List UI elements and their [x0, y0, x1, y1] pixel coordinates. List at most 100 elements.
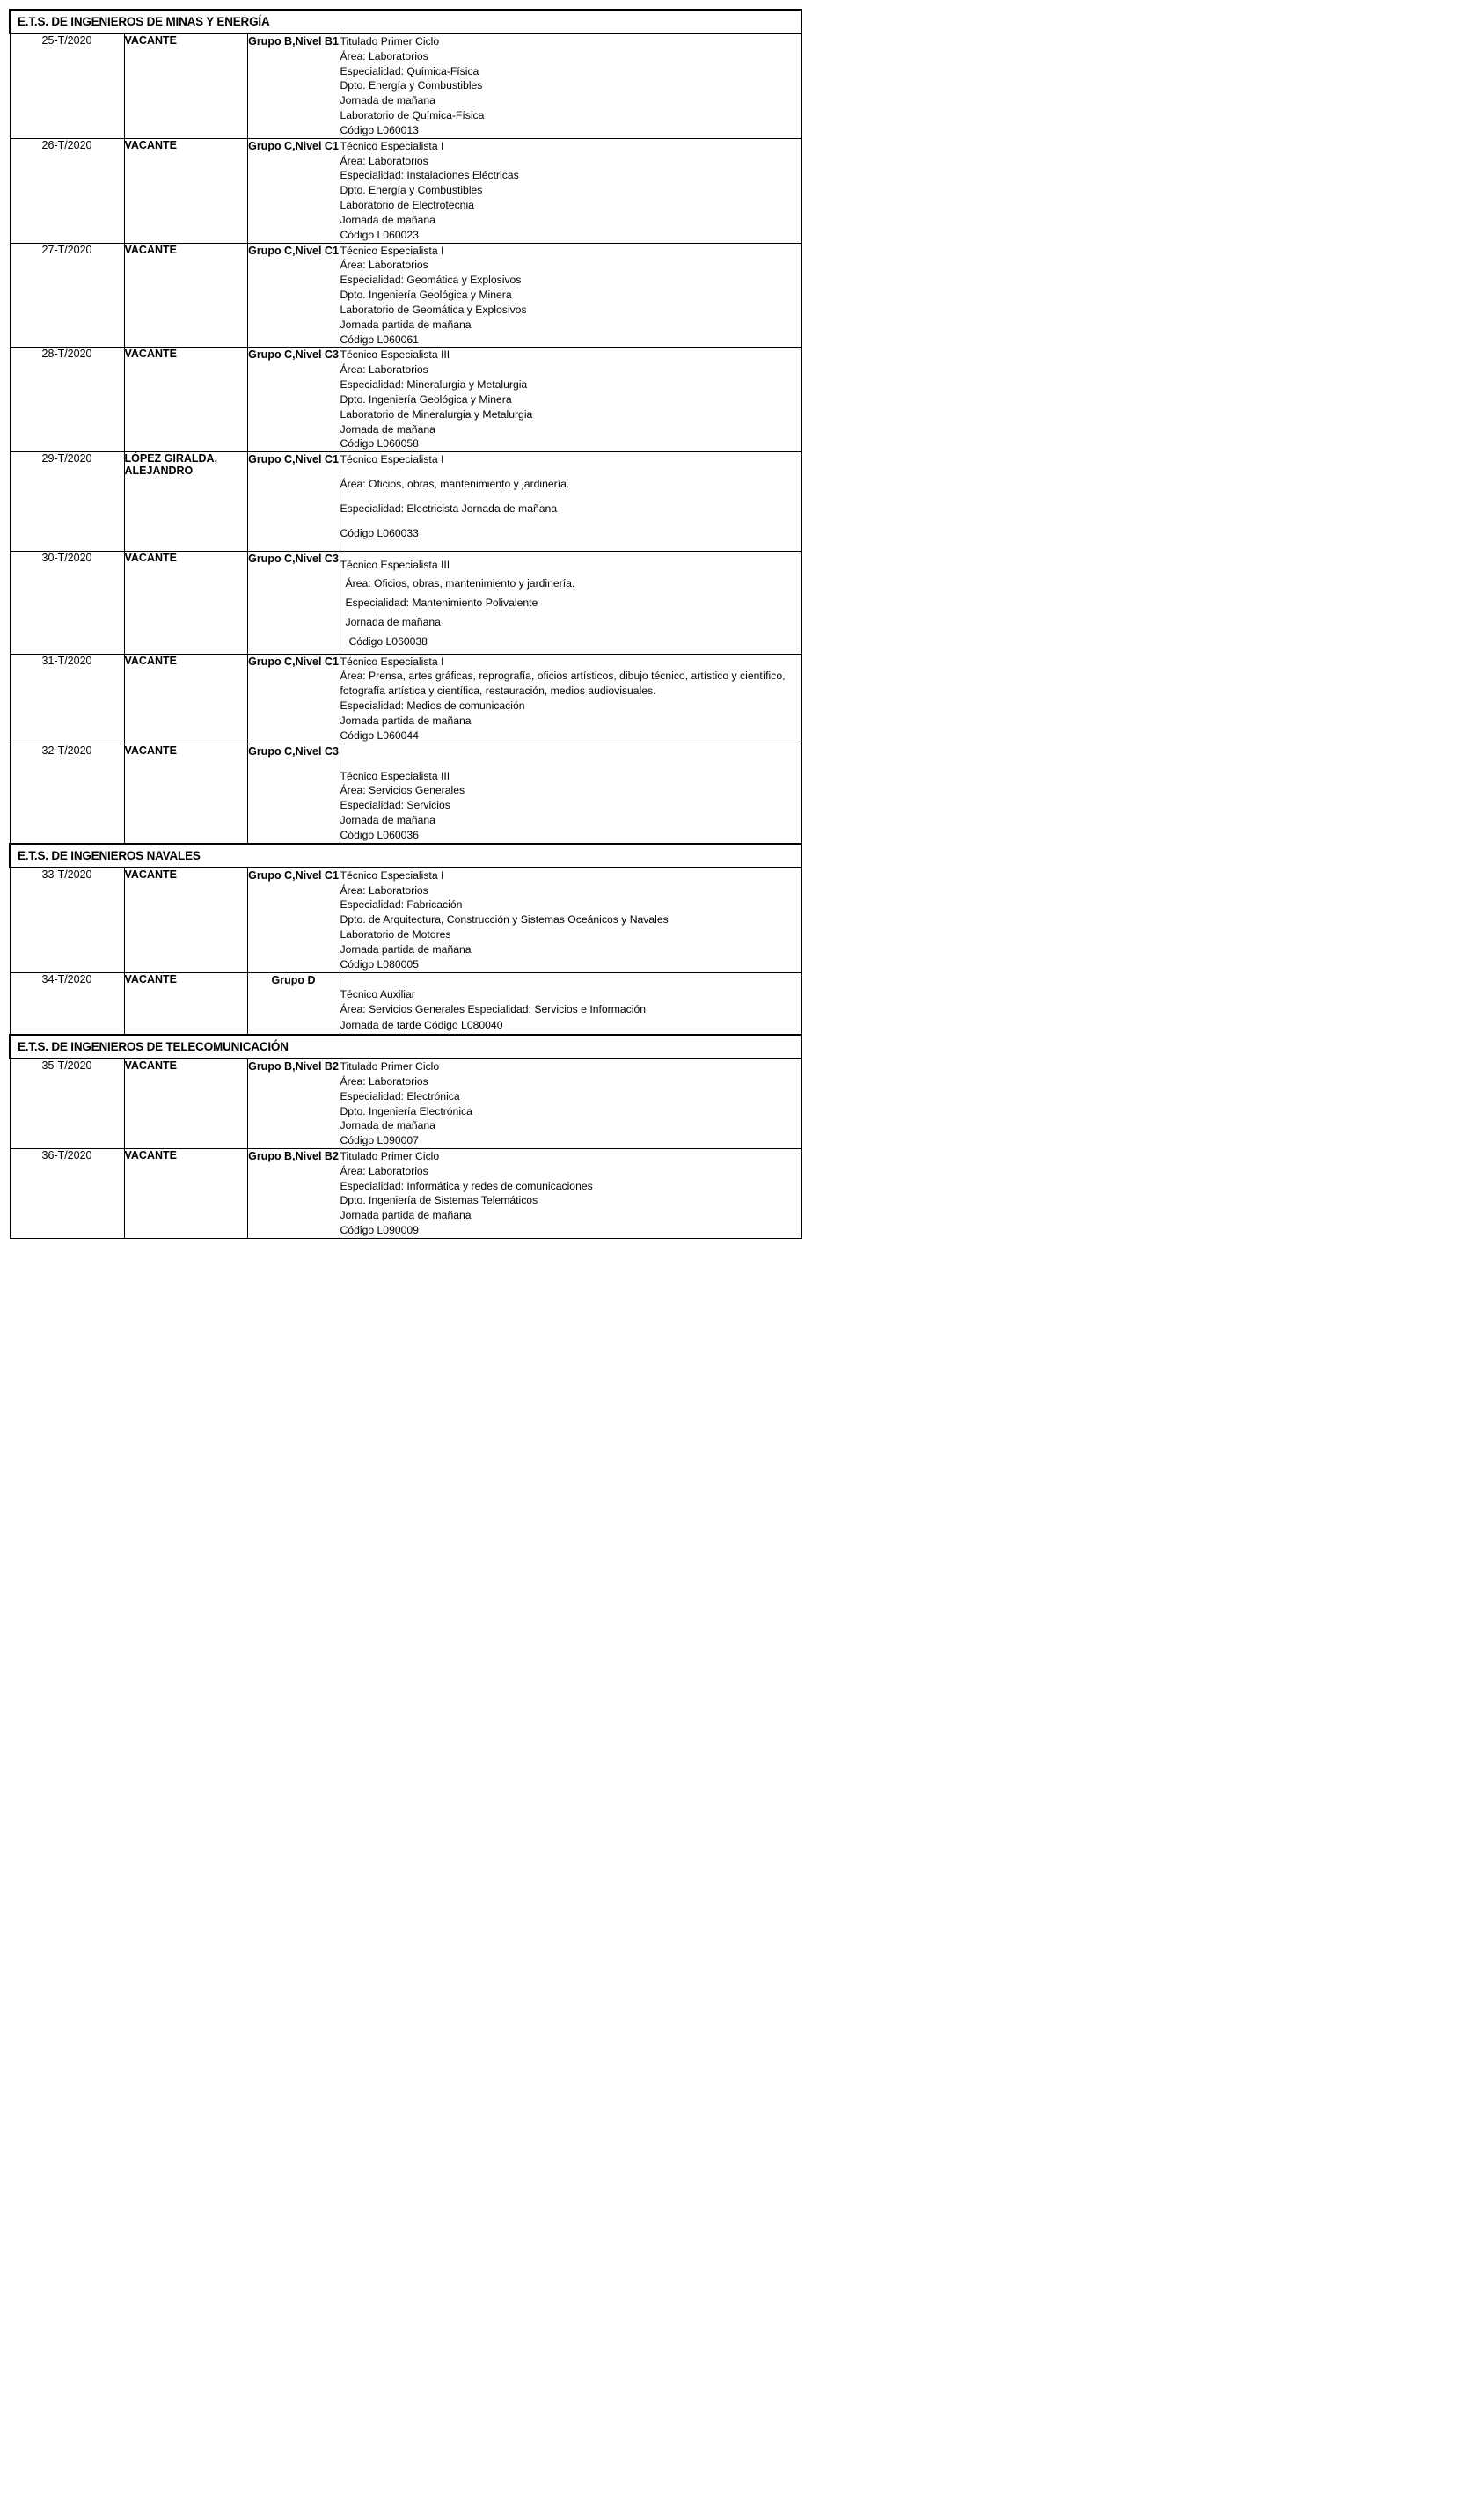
description-line: Código L090009 — [340, 1224, 419, 1237]
cell-reference: 30-T/2020 — [9, 550, 125, 655]
table-row: 33-T/2020 VACANTE Grupo C,Nivel C1 Técnico … — [9, 867, 802, 973]
description-line: Jornada de mañana — [345, 615, 441, 628]
cell-position-description: Técnico Especialista III Área: Laboratori… — [339, 347, 802, 453]
cell-holder-name: VACANTE — [123, 971, 248, 1036]
description-line: Código L060038 — [348, 634, 428, 648]
description-line: Código L060033 — [340, 526, 419, 539]
cell-group-level: Grupo C,Nivel C3 — [246, 347, 340, 453]
description-line: Área: Laboratorios — [340, 154, 428, 167]
group-label: Grupo B, — [248, 35, 296, 48]
group-label: Grupo C, — [248, 868, 296, 882]
level-label: Nivel B1 — [295, 35, 339, 48]
level-label: Nivel C1 — [295, 453, 339, 466]
description-line: Área: Servicios Generales — [340, 784, 465, 797]
cell-position-description: Técnico Especialista III Área: Servicios … — [339, 743, 802, 845]
cell-holder-name: VACANTE — [123, 550, 248, 655]
description-line: Dpto. Energía y Combustibles — [340, 184, 483, 197]
cell-holder-name: VACANTE — [123, 1148, 248, 1239]
cell-holder-name: VACANTE — [123, 242, 248, 348]
section-header-title: E.T.S. DE INGENIEROS NAVALES — [8, 842, 803, 868]
description-line: Código L060058 — [340, 437, 419, 451]
cell-position-description: Técnico Especialista I Área: Prensa, arte… — [339, 653, 802, 744]
description-line: Jornada de mañana — [340, 213, 435, 226]
description-line: Laboratorio de Motores — [340, 928, 451, 941]
cell-holder-name: VACANTE — [123, 867, 248, 973]
level-label: Nivel C3 — [295, 348, 339, 362]
description-line: Jornada partida de mañana — [340, 1209, 472, 1222]
level-label: Nivel C3 — [295, 744, 339, 758]
cell-group-level: Grupo B,Nivel B1 — [246, 33, 340, 139]
cell-group-level: Grupo C,Nivel C3 — [246, 550, 340, 655]
group-label: Grupo C, — [248, 552, 296, 565]
document-page: E.T.S. DE INGENIEROS DE MINAS Y ENERGÍA 2… — [0, 0, 809, 1249]
cell-group-level: Grupo D — [246, 971, 340, 1036]
section-header-row: E.T.S. DE INGENIEROS DE MINAS Y ENERGÍA — [8, 9, 803, 34]
cell-reference: 26-T/2020 — [9, 137, 125, 244]
cell-group-level: Grupo C,Nivel C1 — [246, 137, 340, 244]
level-label: Nivel B2 — [295, 1150, 339, 1162]
cell-reference: 28-T/2020 — [9, 347, 125, 453]
description-line: Dpto. Ingeniería Electrónica — [340, 1104, 472, 1117]
description-line: Especialidad: Medios de comunicación — [340, 700, 525, 713]
description-line: Área: Laboratorios — [340, 883, 428, 897]
description-line: Técnico Especialista I — [340, 139, 444, 152]
description-line: Especialidad: Química-Física — [340, 64, 479, 77]
description-line: Especialidad: Servicios — [340, 799, 450, 812]
description-line: Titulado Primer Ciclo — [340, 1060, 440, 1073]
description-line: Jornada de mañana — [340, 94, 435, 107]
description-line: Dpto. Ingeniería Geológica y Minera — [340, 392, 512, 406]
cell-reference: 32-T/2020 — [9, 743, 125, 845]
group-label: Grupo D — [271, 973, 316, 986]
table-row: 30-T/2020 VACANTE Grupo C,Nivel C3 Técnico … — [9, 550, 802, 655]
section-header-row: E.T.S. DE INGENIEROS NAVALES — [8, 842, 803, 868]
description-line: Jornada partida de mañana — [340, 942, 472, 956]
table-row: 35-T/2020 VACANTE Grupo B,Nivel B2 Titulado… — [9, 1058, 802, 1150]
cell-position-description: Técnico Auxiliar Área: Servicios Generale… — [339, 971, 802, 1036]
cell-holder-name: VACANTE — [123, 33, 248, 139]
cell-holder-name: LÓPEZ GIRALDA, ALEJANDRO — [123, 451, 248, 552]
job-positions-table: E.T.S. DE INGENIEROS DE MINAS Y ENERGÍA 2… — [8, 9, 803, 1239]
table-row: 28-T/2020 VACANTE Grupo C,Nivel C3 Técnico … — [9, 347, 802, 453]
description-line: Área: Laboratorios — [340, 49, 428, 62]
level-label: Nivel C1 — [295, 868, 339, 882]
description-line: Especialidad: Mineralurgia y Metalurgia — [340, 378, 528, 392]
description-line: Dpto. Ingeniería de Sistemas Telemáticos — [340, 1194, 538, 1207]
description-line: Técnico Especialista I — [340, 868, 444, 882]
table-row: 26-T/2020 VACANTE Grupo C,Nivel C1 Técnico … — [9, 137, 802, 244]
cell-reference: 27-T/2020 — [9, 242, 125, 348]
group-label: Grupo B, — [248, 1150, 296, 1162]
description-line: Dpto. Ingeniería Geológica y Minera — [340, 289, 512, 302]
description-line: Especialidad: Geomática y Explosivos — [340, 274, 522, 287]
description-line: Código L080005 — [340, 957, 419, 971]
cell-holder-name: VACANTE — [123, 743, 248, 845]
description-line: Área: Prensa, artes gráficas, reprografí… — [340, 670, 786, 698]
description-line: Jornada partida de mañana — [340, 714, 472, 727]
description-line: Área: Laboratorios — [340, 1074, 428, 1088]
cell-holder-name: VACANTE — [123, 653, 248, 744]
description-line: Área: Laboratorios — [340, 363, 428, 377]
description-line: Dpto. de Arquitectura, Construcción y Si… — [340, 913, 669, 927]
table-row: 32-T/2020 VACANTE Grupo C,Nivel C3 Técnico … — [9, 743, 802, 845]
description-line: Código L060044 — [340, 729, 419, 742]
description-line: Técnico Especialista III — [340, 558, 450, 571]
cell-position-description: Titulado Primer Ciclo Área: Laboratorios E… — [339, 1148, 802, 1239]
description-line: Técnico Auxiliar — [340, 987, 415, 1000]
description-line: Laboratorio de Electrotecnia — [340, 199, 474, 212]
cell-group-level: Grupo B,Nivel B2 — [246, 1058, 340, 1150]
group-label: Grupo B, — [248, 1060, 296, 1073]
cell-group-level: Grupo C,Nivel C3 — [246, 743, 340, 845]
description-line: Código L060013 — [340, 123, 419, 136]
description-line: Especialidad: Mantenimiento Polivalente — [345, 597, 538, 610]
description-line: Área: Servicios Generales Especialidad: … — [340, 1003, 647, 1016]
description-line: Laboratorio de Química-Física — [340, 109, 485, 122]
group-label: Grupo C, — [248, 453, 296, 466]
table-row: 34-T/2020 VACANTE Grupo D Técnico Auxiliar Á… — [9, 971, 802, 1036]
description-line: Jornada de mañana — [340, 422, 435, 436]
description-line: Técnico Especialista I — [340, 453, 444, 466]
description-line: Área: Laboratorios — [340, 259, 428, 272]
description-line: Técnico Especialista III — [340, 348, 450, 362]
group-label: Grupo C, — [248, 139, 296, 152]
cell-position-description: Técnico Especialista I Área: Laboratorios… — [339, 867, 802, 973]
table-row: 36-T/2020 VACANTE Grupo B,Nivel B2 Titulado… — [9, 1148, 802, 1239]
description-line: Técnico Especialista I — [340, 244, 444, 257]
